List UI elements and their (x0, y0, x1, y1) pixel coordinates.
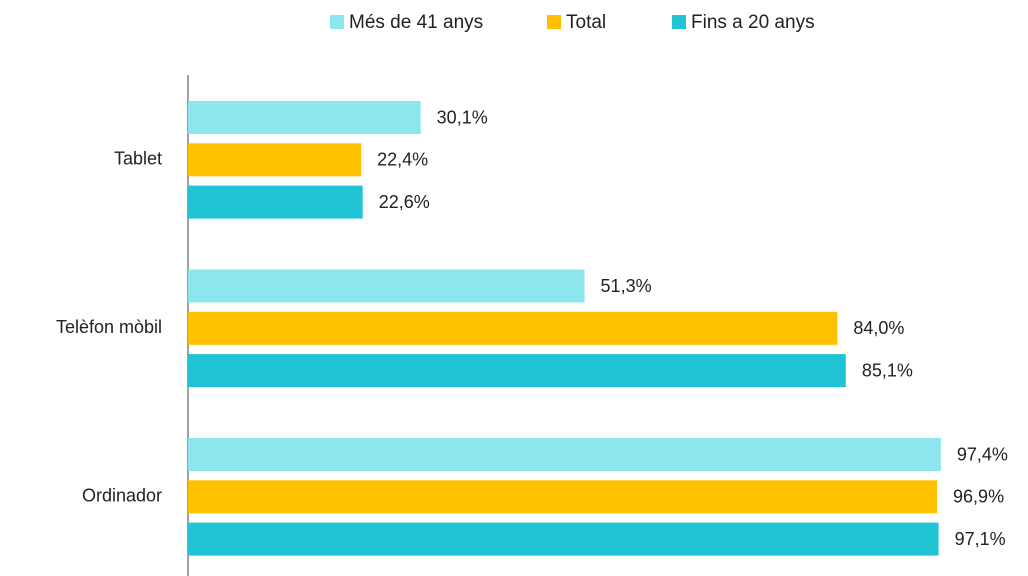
legend-swatch (672, 15, 686, 29)
data-label: 97,1% (955, 529, 1006, 549)
data-label: 97,4% (957, 444, 1008, 464)
legend-label: Fins a 20 anys (691, 12, 815, 33)
legend-swatch (330, 15, 344, 29)
data-label: 51,3% (601, 276, 652, 296)
category-label: Ordinador (82, 486, 162, 506)
bar (188, 480, 938, 514)
legend-label: Més de 41 anys (349, 12, 483, 33)
legend-label: Total (566, 12, 606, 33)
category-label: Telèfon mòbil (56, 317, 162, 337)
bar (188, 101, 421, 134)
bar (188, 522, 939, 556)
legend-swatch (547, 15, 561, 29)
bar (188, 438, 941, 471)
data-label: 85,1% (862, 360, 913, 380)
data-label: 22,4% (377, 150, 428, 170)
data-label: 96,9% (953, 487, 1004, 507)
bar (188, 269, 585, 303)
bar (188, 185, 363, 219)
bar (188, 143, 362, 177)
category-label: Tablet (114, 149, 162, 169)
bar (188, 311, 838, 345)
data-label: 22,6% (379, 192, 430, 212)
data-label: 30,1% (437, 107, 488, 127)
data-label: 84,0% (853, 318, 904, 338)
bar (188, 354, 846, 388)
